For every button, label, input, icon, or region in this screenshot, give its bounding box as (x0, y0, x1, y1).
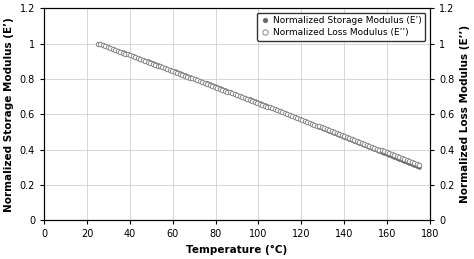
X-axis label: Temperature (°C): Temperature (°C) (186, 245, 288, 255)
Normalized Storage Modulus (E’) (366, 145, 372, 148)
Normalized Storage Modulus (E’) (95, 42, 100, 45)
Y-axis label: Normalized Storage Modulus (E’): Normalized Storage Modulus (E’) (4, 17, 14, 212)
Normalized Loss Modulus (E’’) (95, 42, 100, 45)
Normalized Storage Modulus (E’) (324, 128, 330, 131)
Normalized Storage Modulus (E’) (110, 47, 116, 51)
Normalized Storage Modulus (E’) (416, 166, 422, 169)
Normalized Loss Modulus (E’’) (366, 144, 372, 147)
Normalized Loss Modulus (E’’) (110, 47, 116, 51)
Normalized Loss Modulus (E’’) (389, 153, 394, 156)
Y-axis label: Normalized Loss Modulus (E’’): Normalized Loss Modulus (E’’) (460, 25, 470, 203)
Legend: Normalized Storage Modulus (E’), Normalized Loss Modulus (E’’): Normalized Storage Modulus (E’), Normali… (257, 13, 425, 41)
Normalized Loss Modulus (E’’) (324, 128, 330, 131)
Normalized Loss Modulus (E’’) (376, 148, 382, 151)
Line: Normalized Storage Modulus (E’): Normalized Storage Modulus (E’) (96, 41, 421, 169)
Normalized Storage Modulus (E’) (389, 154, 394, 157)
Normalized Loss Modulus (E’’) (269, 107, 275, 110)
Normalized Storage Modulus (E’) (376, 149, 382, 152)
Normalized Loss Modulus (E’’) (416, 163, 422, 167)
Line: Normalized Loss Modulus (E’’): Normalized Loss Modulus (E’’) (95, 41, 421, 167)
Normalized Storage Modulus (E’) (269, 106, 275, 110)
